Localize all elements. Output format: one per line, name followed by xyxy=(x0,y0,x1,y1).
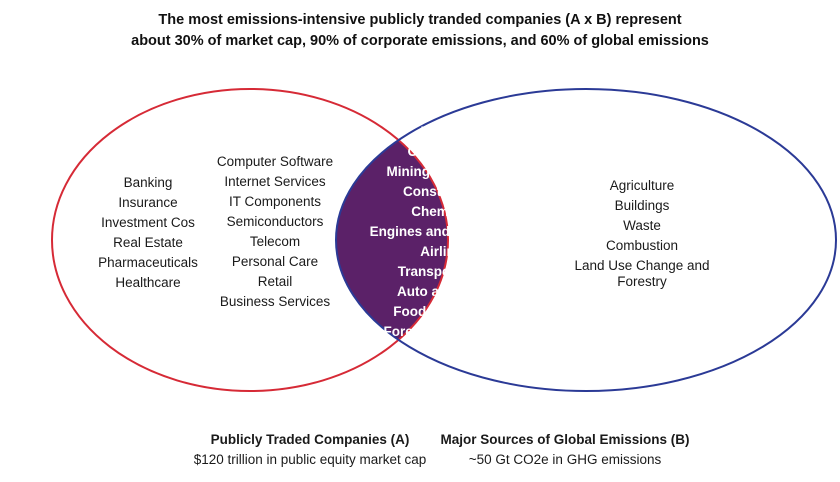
circle-a-sector: Retail xyxy=(257,274,293,289)
intersection-list: Utilities Oil and Gas Mining and Metals Con… xyxy=(365,122,525,342)
circle-b-list: Agriculture Buildings Waste Combustion Land … xyxy=(572,176,712,290)
circle-a-column-1: Banking Insurance Investment Cos Real Estat… xyxy=(78,173,218,293)
diagram-title: The most emissions-intensive publicly tr… xyxy=(0,10,840,52)
circle-a-sector: Healthcare xyxy=(115,275,181,290)
circle-a-sector: Semiconductors xyxy=(226,214,324,229)
circle-b-source: Buildings xyxy=(614,198,670,213)
circle-b-outline xyxy=(335,88,837,392)
circle-a-column-2: Computer Software Internet Services IT Com… xyxy=(200,152,350,312)
circle-a-sector: Insurance xyxy=(118,195,178,210)
caption-a-subtitle: $120 trillion in public equity market ca… xyxy=(193,452,427,467)
intersection-sector: Airlines xyxy=(420,244,470,259)
circle-b-source: Waste xyxy=(623,218,661,233)
circle-a-outline xyxy=(51,88,449,392)
caption-a: Publicly Traded Companies (A) $120 trill… xyxy=(155,430,465,470)
intersection-sector: Mining and Metals xyxy=(386,164,504,179)
intersection-sector: Oil and Gas xyxy=(407,144,483,159)
caption-b-title: Major Sources of Global Emissions (B) xyxy=(440,432,690,447)
circle-a-sector: Telecom xyxy=(249,234,301,249)
intersection-sector: Forestry and Paper xyxy=(383,324,507,339)
caption-a-title: Publicly Traded Companies (A) xyxy=(210,432,410,447)
intersection-sector: Food Producers xyxy=(393,304,497,319)
intersection-sector: Chemicals xyxy=(411,204,479,219)
intersection-sector: Engines and Machinery xyxy=(369,224,521,239)
circle-a-sector: Banking xyxy=(123,175,173,190)
intersection-sector: Utilities xyxy=(420,124,470,139)
title-line-2: about 30% of market cap, 90% of corporat… xyxy=(131,33,709,49)
caption-b: Major Sources of Global Emissions (B) ~5… xyxy=(430,430,700,470)
circle-a-sector: Business Services xyxy=(219,294,331,309)
title-line-1: The most emissions-intensive publicly tr… xyxy=(158,12,682,28)
circle-b-source: Agriculture xyxy=(609,178,675,193)
circle-a-sector: Internet Services xyxy=(224,174,326,189)
circle-a-sector: Personal Care xyxy=(231,254,319,269)
circle-a-sector: Computer Software xyxy=(216,154,334,169)
circle-a-sector: Pharmaceuticals xyxy=(98,255,198,270)
intersection-sector: Construction xyxy=(403,184,487,199)
circle-b-source: Land Use Change and Forestry xyxy=(574,258,710,289)
circle-a-sector: IT Components xyxy=(228,194,322,209)
circle-b-source: Combustion xyxy=(605,238,679,253)
intersection-sector: Auto and Parts xyxy=(396,284,493,299)
circle-a-sector: Investment Cos xyxy=(101,215,195,230)
caption-b-subtitle: ~50 Gt CO2e in GHG emissions xyxy=(468,452,662,467)
intersection-sector: Transportation xyxy=(397,264,493,279)
circle-a-sector: Real Estate xyxy=(113,235,183,250)
